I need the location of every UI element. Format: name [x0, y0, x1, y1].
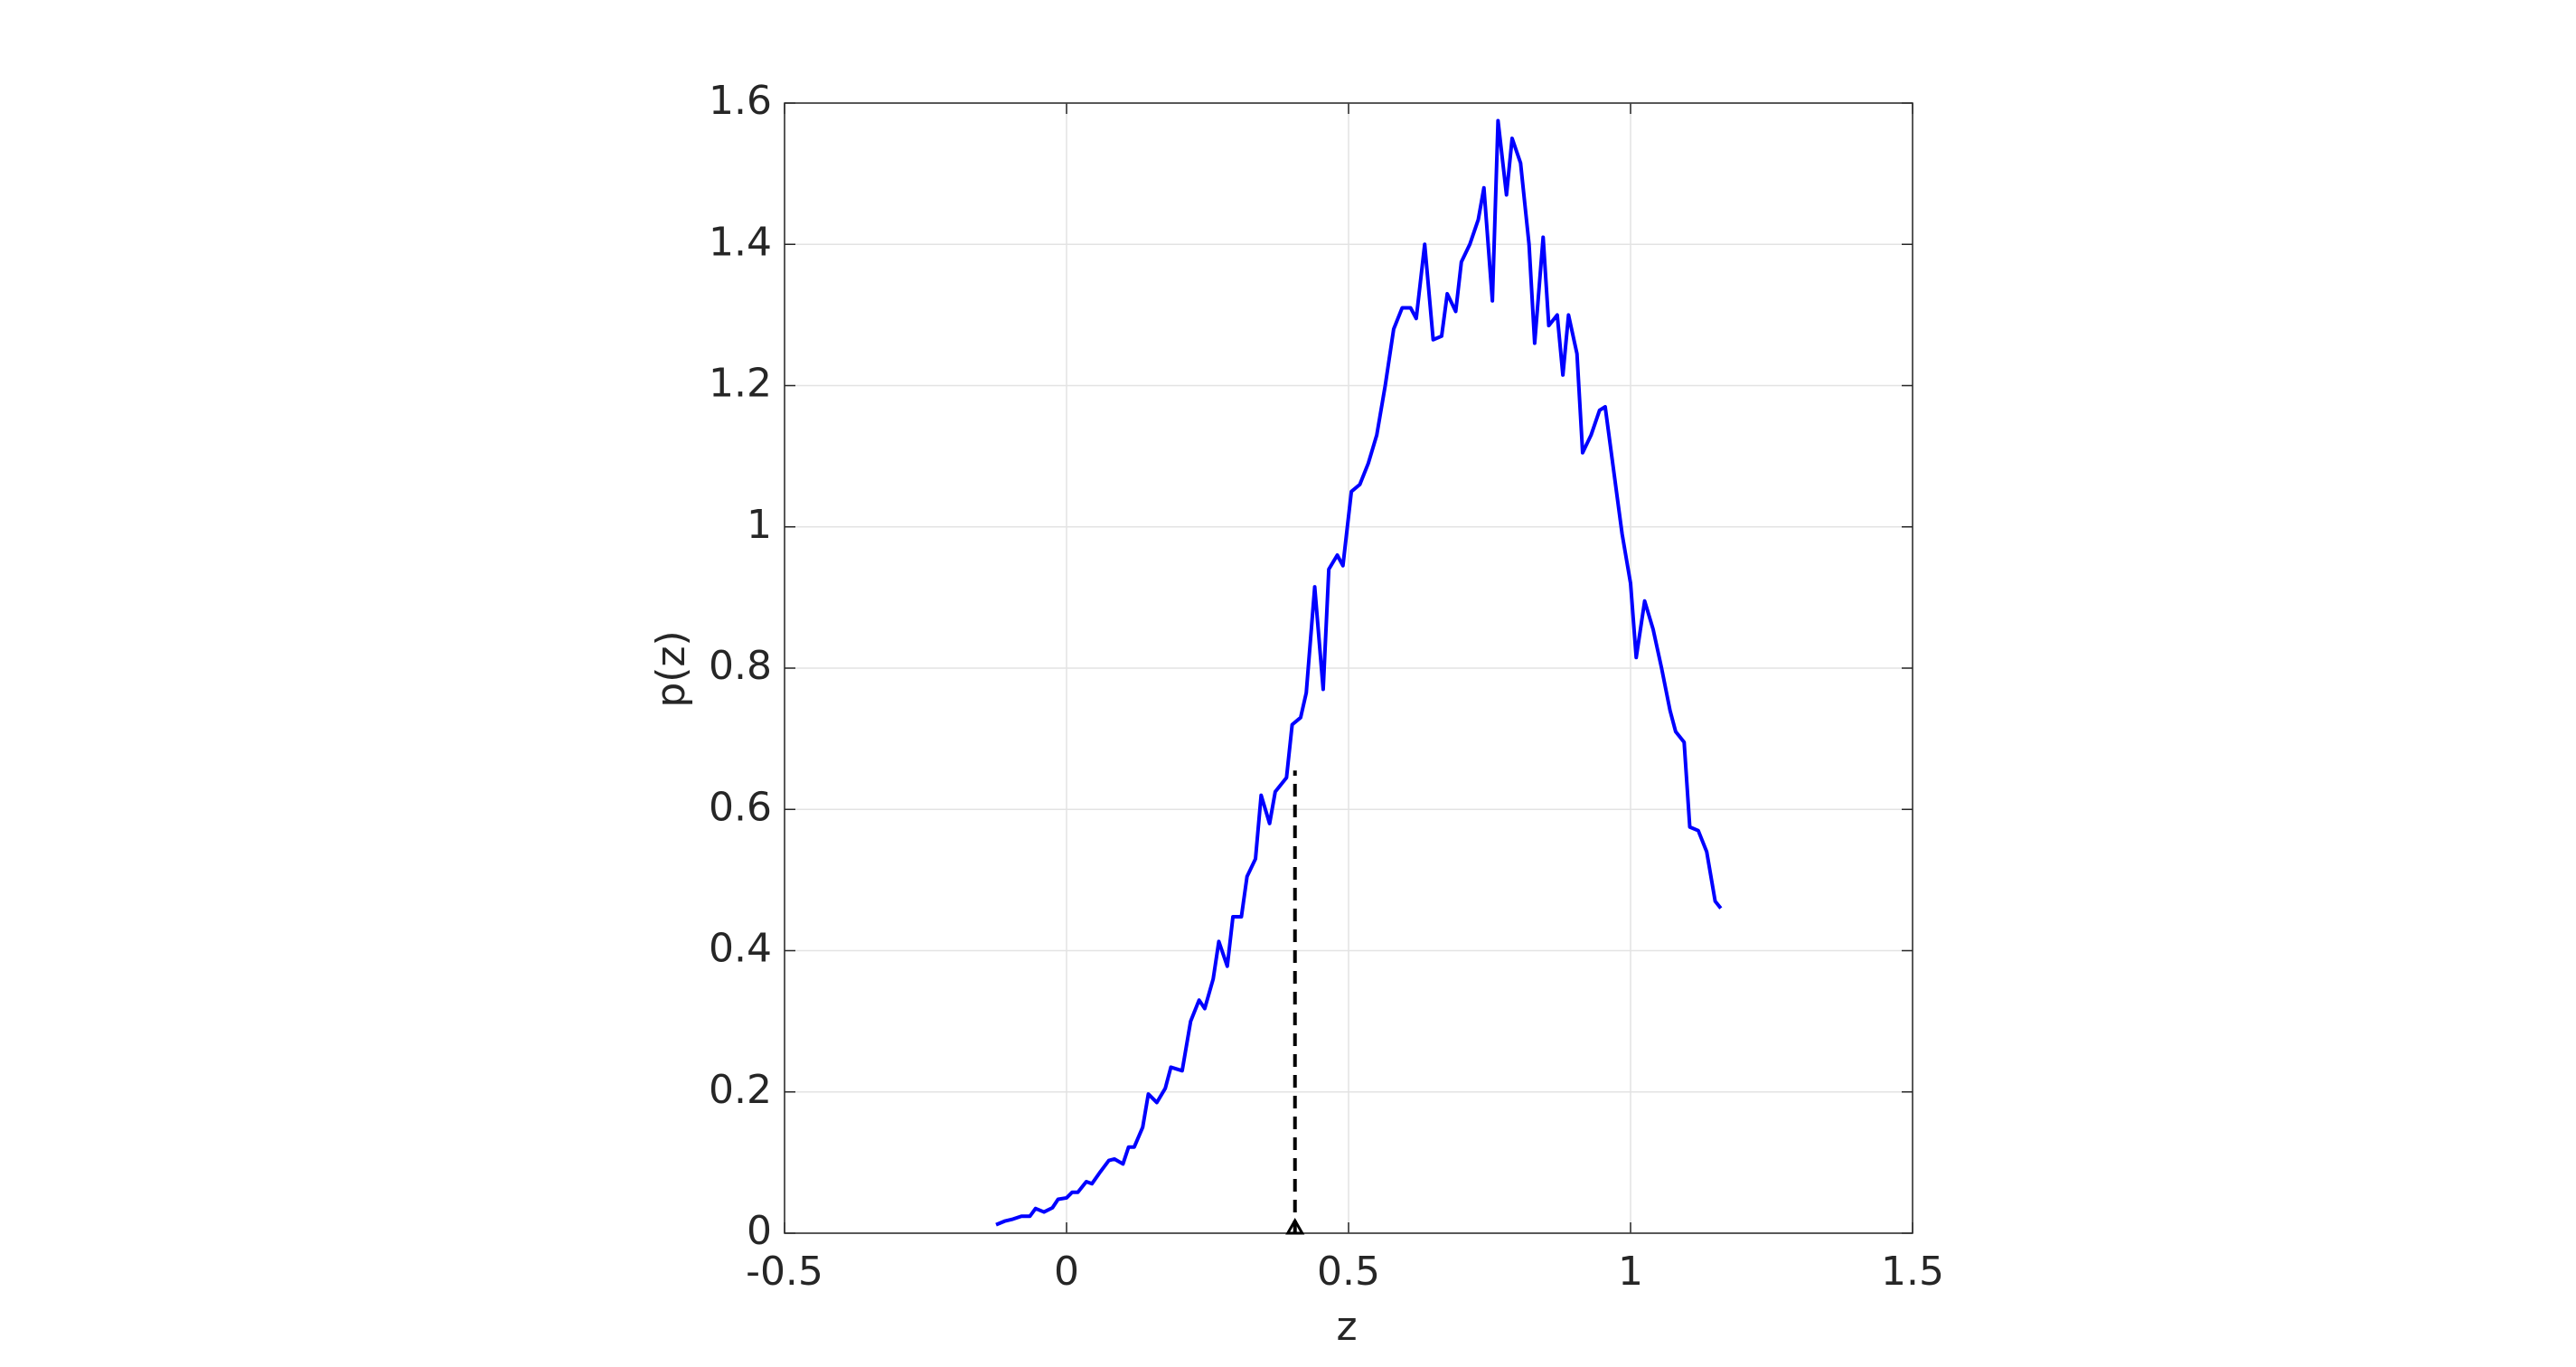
x-tick-label: 1.5 — [1881, 1249, 1944, 1295]
y-tick-label: 0.8 — [709, 643, 772, 689]
y-tick-label: 1.2 — [709, 361, 772, 407]
y-tick-label: 1.4 — [709, 219, 772, 265]
x-tick-label: 1 — [1618, 1249, 1643, 1295]
x-tick-label: -0.5 — [746, 1249, 823, 1295]
y-tick-label: 0.4 — [709, 926, 772, 972]
x-tick-label: 0.5 — [1317, 1249, 1380, 1295]
y-axis-label: p(z) — [648, 630, 694, 707]
y-tick-label: 0.2 — [709, 1067, 772, 1113]
x-axis-label: z — [1336, 1304, 1357, 1350]
y-tick-label: 1 — [747, 502, 772, 548]
x-tick-label: 0 — [1054, 1249, 1079, 1295]
y-tick-label: 1.6 — [709, 78, 772, 124]
y-tick-label: 0 — [747, 1208, 772, 1254]
y-tick-label: 0.6 — [709, 784, 772, 830]
data-line — [995, 118, 1723, 1227]
dashed-line-marker — [1285, 1217, 1305, 1235]
axes-frame — [784, 102, 1913, 1234]
